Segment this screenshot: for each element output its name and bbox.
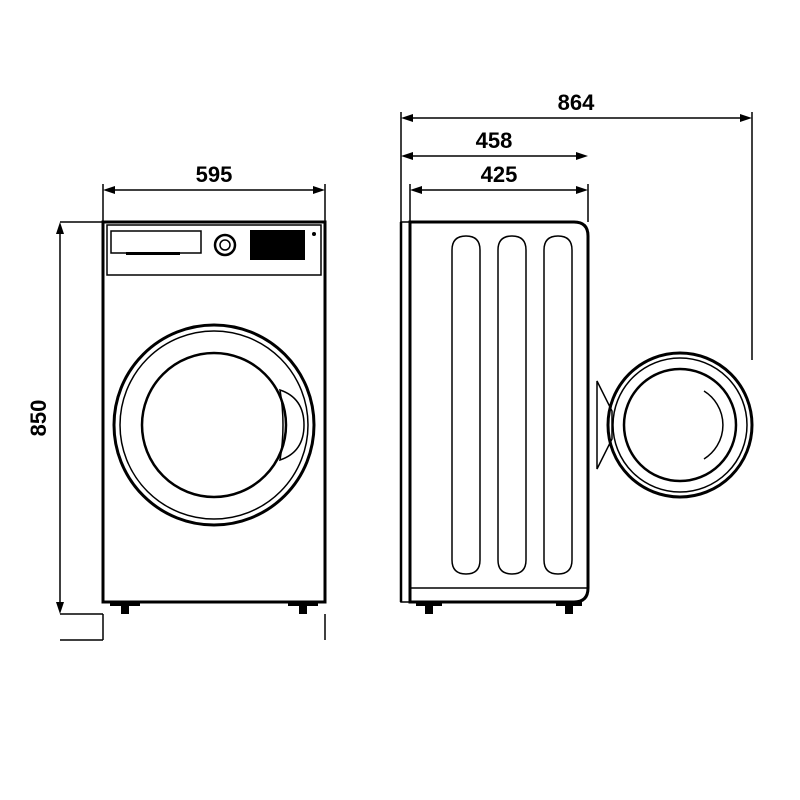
side-rib <box>544 236 572 574</box>
side-rib <box>452 236 480 574</box>
dim-depth-425-label: 425 <box>481 162 518 187</box>
side-body <box>410 222 588 602</box>
dim-depth-425: 425 <box>410 162 588 194</box>
dim-depth-open-label: 864 <box>558 90 595 115</box>
front-view <box>103 222 325 614</box>
dim-height: 850 <box>26 222 64 614</box>
dim-width-label: 595 <box>196 162 233 187</box>
dim-height-label: 850 <box>26 400 51 437</box>
front-body <box>103 222 325 602</box>
dim-depth-458-label: 458 <box>476 128 513 153</box>
dimension-diagram: 850 595 864 458 425 <box>0 0 800 800</box>
dim-width: 595 <box>103 162 325 194</box>
display <box>250 230 305 260</box>
detergent-drawer <box>111 231 201 253</box>
side-rib <box>498 236 526 574</box>
drawer-slot <box>126 252 180 255</box>
side-view <box>401 222 752 614</box>
dim-depth-458: 458 <box>401 128 588 160</box>
dim-depth-open: 864 <box>401 90 752 122</box>
